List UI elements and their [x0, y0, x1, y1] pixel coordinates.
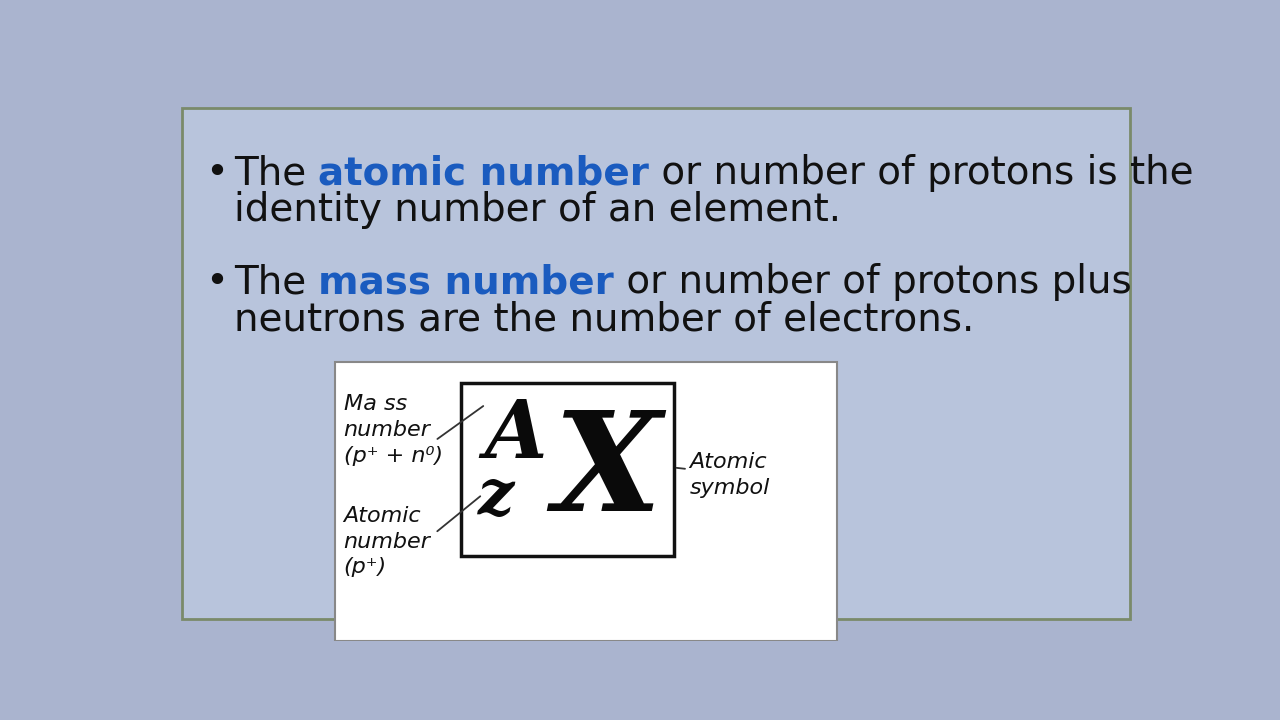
Text: identity number of an element.: identity number of an element. — [234, 191, 841, 229]
Text: Ma ss
number
(p⁺ + n⁰): Ma ss number (p⁺ + n⁰) — [343, 395, 443, 466]
Text: •: • — [205, 154, 228, 192]
Text: The: The — [234, 154, 319, 192]
Text: A: A — [484, 397, 547, 474]
Text: Atomic
symbol: Atomic symbol — [690, 452, 769, 498]
Text: X: X — [554, 406, 662, 540]
Bar — [461, 383, 673, 556]
Text: neutrons are the number of electrons.: neutrons are the number of electrons. — [234, 300, 974, 338]
Text: z: z — [477, 466, 515, 528]
Text: Atomic
number
(p⁺): Atomic number (p⁺) — [343, 506, 430, 577]
Bar — [335, 362, 837, 641]
Text: or number of protons plus: or number of protons plus — [614, 264, 1132, 302]
Text: The: The — [234, 264, 319, 302]
Text: or number of protons is the: or number of protons is the — [649, 154, 1194, 192]
Text: •: • — [205, 264, 228, 302]
Text: mass number: mass number — [319, 264, 614, 302]
Text: atomic number: atomic number — [319, 154, 649, 192]
